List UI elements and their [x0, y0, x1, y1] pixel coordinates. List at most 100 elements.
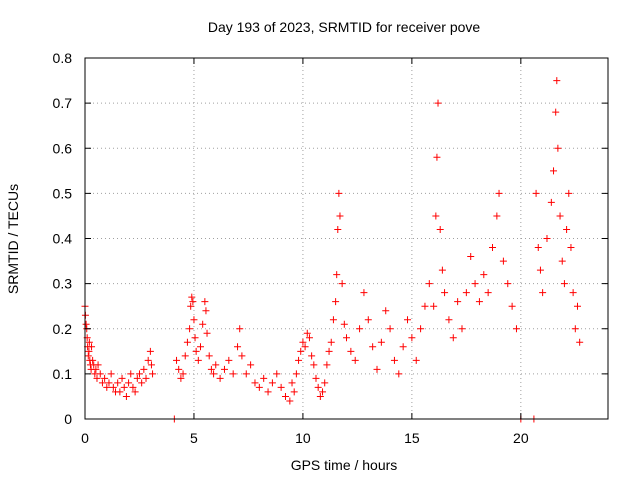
data-point: [177, 374, 185, 382]
data-point: [133, 374, 141, 382]
data-point: [281, 392, 289, 400]
y-tick-label: 0.3: [53, 276, 73, 292]
data-point: [201, 298, 209, 306]
data-point: [512, 325, 520, 333]
data-point: [323, 361, 331, 369]
data-point: [325, 347, 333, 355]
data-point: [552, 108, 560, 116]
data-point: [234, 343, 242, 351]
data-point: [147, 361, 155, 369]
data-point: [436, 225, 444, 233]
data-point: [338, 280, 346, 288]
data-point: [199, 320, 207, 328]
data-point: [534, 244, 542, 252]
data-point: [434, 99, 442, 107]
data-point: [129, 383, 137, 391]
data-point: [404, 316, 412, 324]
data-point: [251, 379, 259, 387]
data-point: [138, 379, 146, 387]
data-point: [556, 212, 564, 220]
data-point: [188, 293, 196, 301]
data-point: [131, 388, 139, 396]
data-point: [382, 307, 390, 315]
data-point: [543, 235, 551, 242]
data-point: [560, 280, 568, 288]
data-point: [312, 374, 320, 382]
data-point: [94, 361, 102, 369]
data-point: [303, 329, 311, 337]
data-point: [421, 302, 429, 310]
data-point: [114, 379, 122, 387]
data-point: [343, 334, 350, 342]
data-point: [255, 383, 263, 391]
data-point: [567, 244, 575, 252]
data-point: [356, 325, 364, 333]
data-point: [260, 374, 268, 382]
data-point: [292, 370, 300, 378]
data-point: [238, 352, 246, 360]
data-point: [118, 374, 126, 382]
data-point: [454, 298, 462, 306]
data-point: [433, 153, 441, 161]
data-point: [103, 383, 111, 391]
data-point: [565, 189, 573, 197]
data-point: [539, 289, 547, 297]
data-point: [264, 388, 272, 396]
data-point: [576, 338, 584, 346]
data-point: [493, 212, 501, 220]
data-point: [360, 289, 368, 297]
data-point: [202, 307, 210, 315]
data-point: [334, 225, 342, 233]
data-point: [321, 379, 329, 387]
data-point: [569, 289, 577, 297]
x-tick-label: 10: [295, 430, 311, 446]
data-point: [186, 325, 194, 333]
data-point: [205, 352, 213, 360]
data-point: [425, 280, 433, 288]
data-point: [316, 392, 324, 400]
data-point: [412, 356, 420, 364]
x-tick-label: 0: [81, 430, 89, 446]
data-point: [373, 365, 381, 373]
data-point: [109, 383, 117, 391]
data-point: [82, 320, 90, 328]
data-point: [247, 361, 255, 369]
data-point: [236, 325, 244, 333]
data-point: [146, 347, 154, 355]
data-point: [301, 343, 309, 351]
data-point: [140, 365, 148, 373]
data-point: [149, 370, 157, 378]
data-point: [553, 77, 561, 85]
data-point: [310, 361, 318, 369]
data-point: [332, 298, 340, 306]
data-point: [207, 365, 215, 373]
data-point: [229, 370, 237, 378]
data-point: [508, 302, 516, 310]
data-point: [386, 325, 394, 333]
data-point: [173, 356, 181, 364]
data-point: [142, 374, 150, 382]
data-point: [319, 388, 327, 396]
data-point: [179, 370, 187, 378]
data-point: [92, 365, 100, 373]
data-point: [116, 388, 124, 396]
grid: [85, 58, 608, 419]
y-tick-label: 0.2: [53, 321, 73, 337]
data-point: [495, 189, 503, 197]
data-point: [408, 334, 416, 342]
data-point: [107, 370, 115, 378]
data-point: [571, 325, 579, 333]
data-point: [295, 356, 303, 364]
data-point: [484, 289, 492, 297]
data-point: [85, 338, 93, 346]
data-point: [550, 167, 558, 175]
x-tick-label: 5: [190, 430, 198, 446]
data-point: [369, 343, 377, 351]
x-axis-label: GPS time / hours: [291, 457, 398, 473]
data-point: [187, 302, 195, 310]
data-point: [335, 189, 343, 197]
y-tick-label: 0.8: [53, 50, 73, 66]
data-point: [105, 379, 113, 387]
y-tick-label: 0.7: [53, 95, 73, 111]
data-point: [475, 298, 483, 306]
